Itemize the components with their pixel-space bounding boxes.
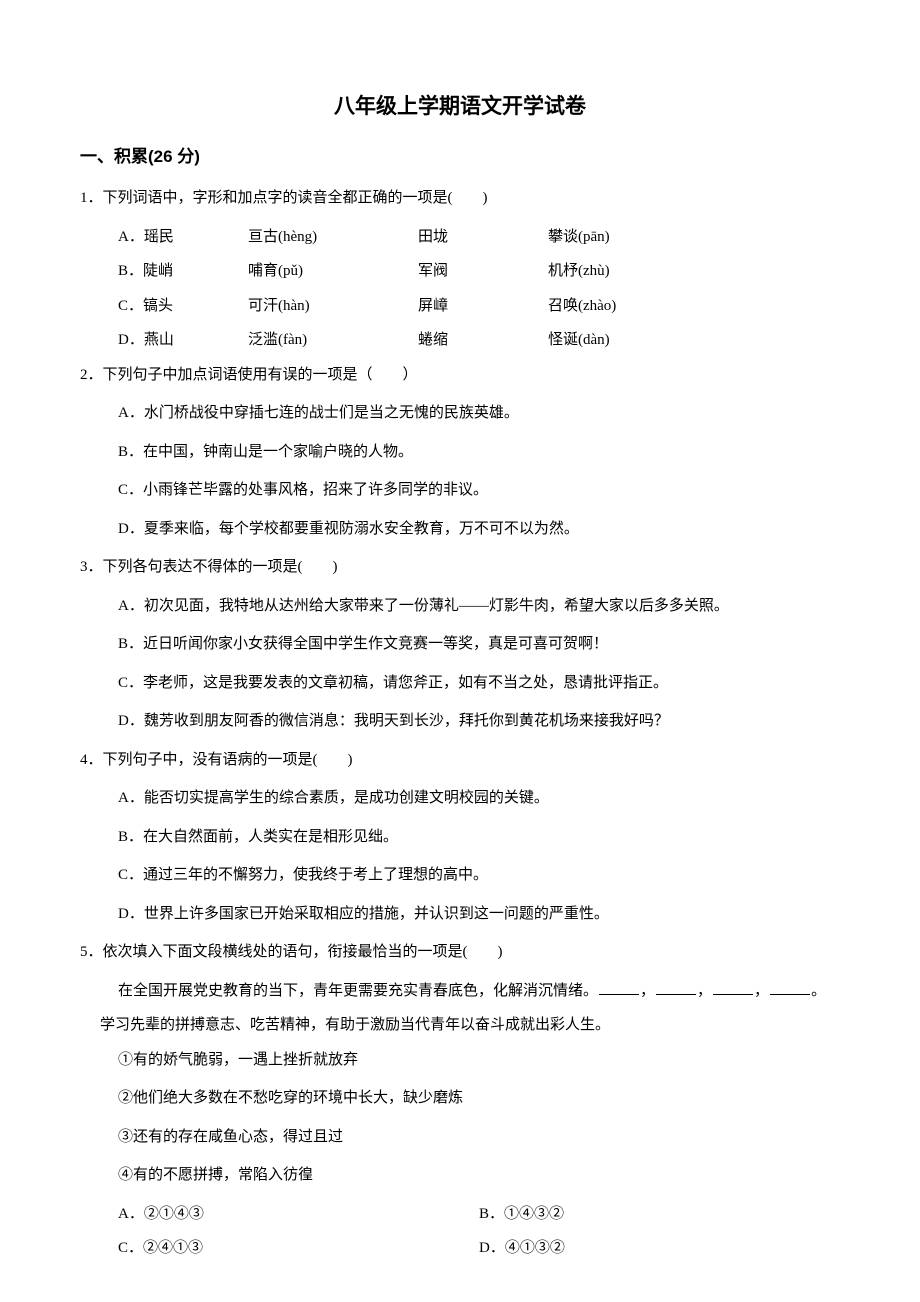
- q5-opt-a: A．②①④③: [118, 1197, 479, 1232]
- q1-row-a: A．瑶民 亘古(hèng) 田垅 攀谈(pān): [118, 220, 840, 255]
- q2-opt-b: B．在中国，钟南山是一个家喻户晓的人物。: [80, 435, 840, 470]
- q1-row-d: D．燕山 泛滥(fàn) 蜷缩 怪诞(dàn): [118, 323, 840, 358]
- q1-a-col0: A．瑶民: [118, 220, 248, 255]
- section-heading: 一、积累(26 分): [80, 142, 840, 167]
- q5-opt-b: B．①④③②: [479, 1197, 840, 1232]
- q5-opt-d: D．④①③②: [479, 1231, 840, 1266]
- q1-d-col2: 蜷缩: [418, 323, 548, 358]
- q5-item-1: ①有的娇气脆弱，一遇上挫折就放弃: [80, 1043, 840, 1078]
- q4-stem: 4．下列句子中，没有语病的一项是( ): [80, 743, 840, 778]
- q4-opt-a: A．能否切实提高学生的综合素质，是成功创建文明校园的关键。: [80, 781, 840, 816]
- q1-c-col0: C．镐头: [118, 289, 248, 324]
- q1-d-col0: D．燕山: [118, 323, 248, 358]
- q5-item-4: ④有的不愿拼搏，常陷入彷徨: [80, 1158, 840, 1193]
- q1-a-col1: 亘古(hèng): [248, 220, 418, 255]
- q1-b-col0: B．陡峭: [118, 254, 248, 289]
- q1-a-col2: 田垅: [418, 220, 548, 255]
- q4-opt-d: D．世界上许多国家已开始采取相应的措施，并认识到这一问题的严重性。: [80, 897, 840, 932]
- exam-title: 八年级上学期语文开学试卷: [80, 90, 840, 120]
- q5-item-2: ②他们绝大多数在不愁吃穿的环境中长大，缺少磨炼: [80, 1081, 840, 1116]
- q5-opts-row1: A．②①④③ B．①④③②: [80, 1197, 840, 1232]
- q1-c-col1: 可汗(hàn): [248, 289, 418, 324]
- fill-blank: [656, 980, 696, 995]
- q5-stem: 5．依次填入下面文段横线处的语句，衔接最恰当的一项是( ): [80, 935, 840, 970]
- q1-row-b: B．陡峭 哺育(pǔ) 军阀 机杼(zhù): [118, 254, 840, 289]
- q2-opt-a: A．水门桥战役中穿插七连的战士们是当之无愧的民族英雄。: [80, 396, 840, 431]
- q1-b-col1: 哺育(pǔ): [248, 254, 418, 289]
- q5-passage: 在全国开展党史教育的当下，青年更需要充实青春底色，化解消沉情绪。，，，。学习先辈…: [80, 974, 840, 1043]
- q2-opt-d: D．夏季来临，每个学校都要重视防溺水安全教育，万不可不以为然。: [80, 512, 840, 547]
- q1-d-col3: 怪诞(dàn): [548, 323, 840, 358]
- q2-stem: 2．下列句子中加点词语使用有误的一项是（ ）: [80, 358, 840, 393]
- q1-stem: 1．下列词语中，字形和加点字的读音全都正确的一项是( ): [80, 181, 840, 216]
- q1-options-table: A．瑶民 亘古(hèng) 田垅 攀谈(pān) B．陡峭 哺育(pǔ) 军阀 …: [80, 220, 840, 358]
- q4-opt-b: B．在大自然面前，人类实在是相形见绌。: [80, 820, 840, 855]
- q1-b-col2: 军阀: [418, 254, 548, 289]
- q5-item-3: ③还有的存在咸鱼心态，得过且过: [80, 1120, 840, 1155]
- q1-a-col3: 攀谈(pān): [548, 220, 840, 255]
- q2-opt-c: C．小雨锋芒毕露的处事风格，招来了许多同学的非议。: [80, 473, 840, 508]
- q1-c-col3: 召唤(zhào): [548, 289, 840, 324]
- q1-c-col2: 屏嶂: [418, 289, 548, 324]
- q3-stem: 3．下列各句表达不得体的一项是( ): [80, 550, 840, 585]
- q3-opt-c: C．李老师，这是我要发表的文章初稿，请您斧正，如有不当之处，恳请批评指正。: [80, 666, 840, 701]
- fill-blank: [599, 980, 639, 995]
- fill-blank: [713, 980, 753, 995]
- q3-opt-a: A．初次见面，我特地从达州给大家带来了一份薄礼——灯影牛肉，希望大家以后多多关照…: [80, 589, 840, 624]
- fill-blank: [770, 980, 810, 995]
- q1-b-col3: 机杼(zhù): [548, 254, 840, 289]
- q1-row-c: C．镐头 可汗(hàn) 屏嶂 召唤(zhào): [118, 289, 840, 324]
- q3-opt-b: B．近日听闻你家小女获得全国中学生作文竞赛一等奖，真是可喜可贺啊！: [80, 627, 840, 662]
- q5-opt-c: C．②④①③: [118, 1231, 479, 1266]
- q1-d-col1: 泛滥(fàn): [248, 323, 418, 358]
- q5-passage-a: 在全国开展党史教育的当下，青年更需要充实青春底色，化解消沉情绪。: [118, 983, 598, 999]
- q5-opts-row2: C．②④①③ D．④①③②: [80, 1231, 840, 1266]
- q4-opt-c: C．通过三年的不懈努力，使我终于考上了理想的高中。: [80, 858, 840, 893]
- q3-opt-d: D．魏芳收到朋友阿香的微信消息：我明天到长沙，拜托你到黄花机场来接我好吗？: [80, 704, 840, 739]
